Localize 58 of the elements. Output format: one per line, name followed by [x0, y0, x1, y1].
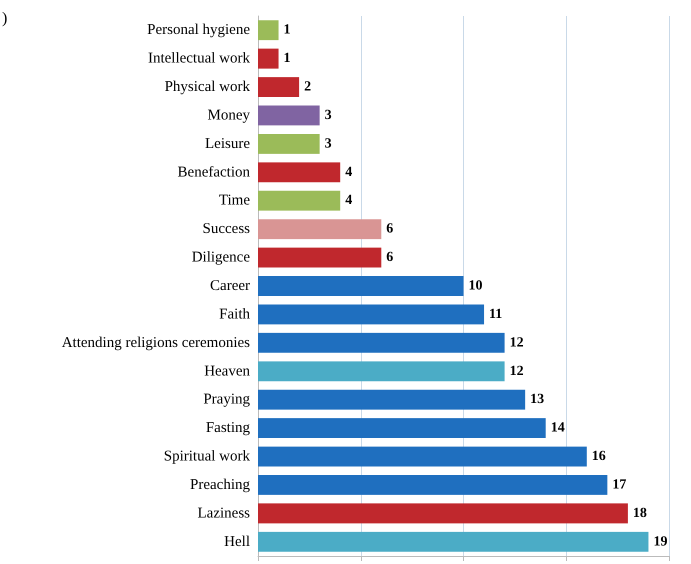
data-label: 13 — [530, 392, 544, 408]
bar — [258, 48, 279, 69]
bar — [258, 304, 484, 324]
y-tick-label: Physical work — [164, 79, 250, 96]
y-tick-label: Laziness — [198, 505, 250, 522]
y-tick-label: Leisure — [205, 136, 250, 152]
bar — [258, 190, 340, 211]
y-tick-label: Fasting — [206, 420, 250, 436]
data-label: 3 — [324, 108, 332, 123]
data-label: 17 — [612, 477, 626, 492]
bar — [258, 248, 382, 268]
bar — [258, 390, 526, 410]
data-label: 6 — [386, 222, 394, 237]
y-tick-label: Hell — [224, 534, 250, 550]
bar — [258, 332, 505, 353]
data-label: 4 — [345, 193, 352, 208]
y-tick-label: Success — [202, 221, 250, 238]
y-tick-label: Attending religions ceremonies — [62, 334, 250, 351]
data-label: 2 — [304, 80, 312, 95]
y-tick-label: Diligence — [192, 250, 250, 266]
data-label: 16 — [592, 449, 606, 464]
data-label: 19 — [653, 534, 668, 550]
bar — [258, 219, 382, 240]
y-tick-label: Praying — [203, 392, 250, 408]
y-tick-label: Career — [210, 278, 250, 294]
y-tick-label: Preaching — [190, 476, 250, 493]
bar — [258, 106, 320, 126]
bar — [258, 20, 279, 40]
y-tick-label: Personal hygiene — [147, 22, 250, 38]
y-tick-label: Intellectual work — [148, 50, 250, 67]
bar — [258, 503, 628, 524]
y-tick-label: Spiritual work — [164, 448, 250, 465]
y-tick-label: Money — [208, 107, 250, 124]
data-label: 12 — [510, 335, 524, 350]
bar — [258, 276, 464, 296]
bar — [258, 418, 546, 438]
data-label: 14 — [550, 420, 565, 436]
bar — [258, 361, 505, 382]
bar — [258, 446, 587, 466]
data-label: 1 — [284, 22, 291, 38]
bar — [258, 475, 608, 495]
y-tick-label: Faith — [219, 306, 250, 322]
data-label: 1 — [284, 51, 291, 66]
bar — [258, 134, 320, 154]
data-label: 10 — [468, 278, 482, 294]
y-tick-label: Heaven — [204, 363, 250, 380]
text: ) — [2, 10, 8, 28]
data-label: 12 — [510, 364, 524, 379]
data-label: 18 — [632, 506, 647, 521]
y-tick-label: Time — [218, 192, 250, 209]
y-tick-label: Benefaction — [178, 164, 250, 180]
bar — [258, 532, 648, 552]
bar — [258, 162, 340, 182]
data-label: 6 — [386, 250, 394, 266]
data-label: 11 — [489, 306, 502, 322]
data-label: 4 — [345, 164, 352, 180]
bar — [258, 77, 300, 97]
data-label: 3 — [324, 136, 332, 152]
